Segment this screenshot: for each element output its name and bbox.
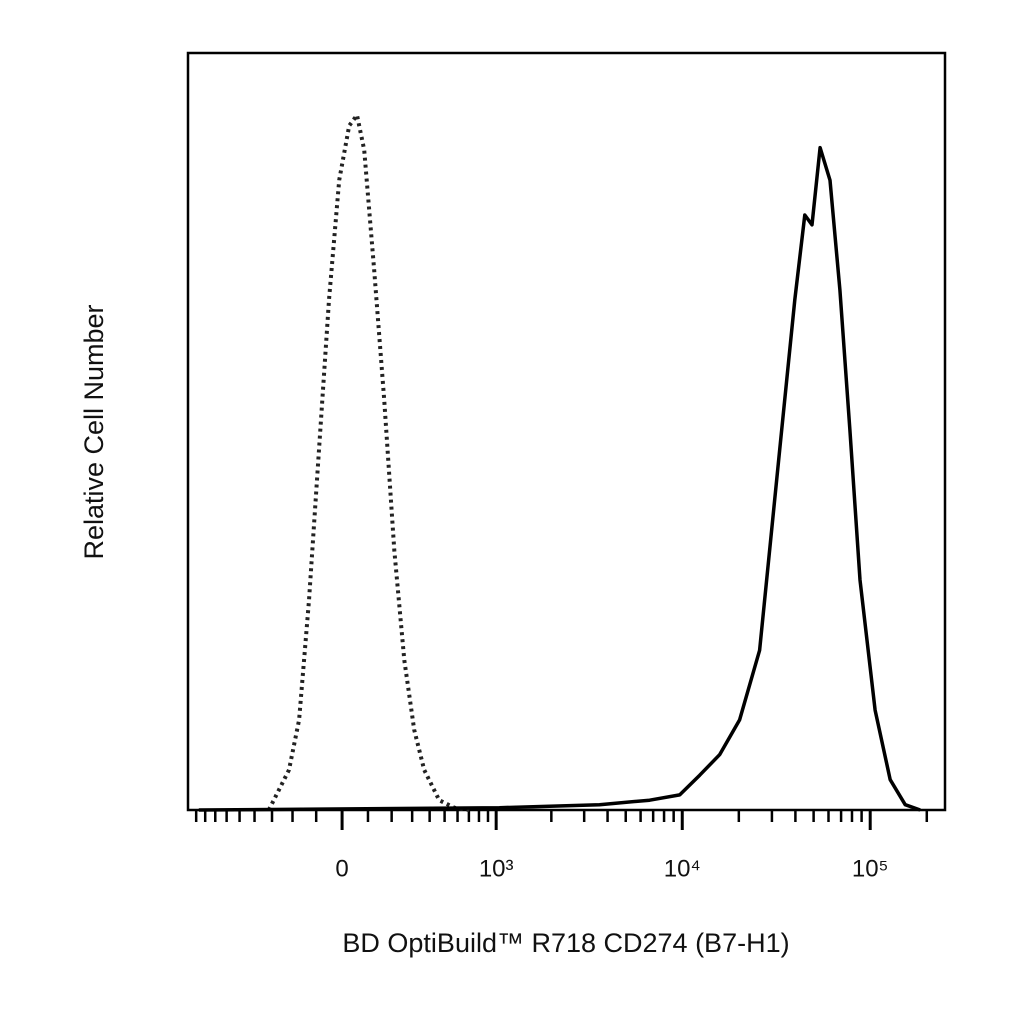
plot-frame [186, 51, 947, 812]
x-tick-label: 10³ [479, 855, 514, 882]
histogram-line [267, 113, 470, 812]
x-axis-title: BD OptiBuild™ R718 CD274 (B7-H1) [342, 928, 789, 958]
x-tick-label: 0 [335, 855, 348, 882]
x-tick-label: 10⁵ [852, 855, 889, 882]
y-axis-title: Relative Cell Number [79, 304, 109, 559]
histogram-line [198, 145, 921, 812]
x-tick-label: 10⁴ [664, 855, 701, 882]
